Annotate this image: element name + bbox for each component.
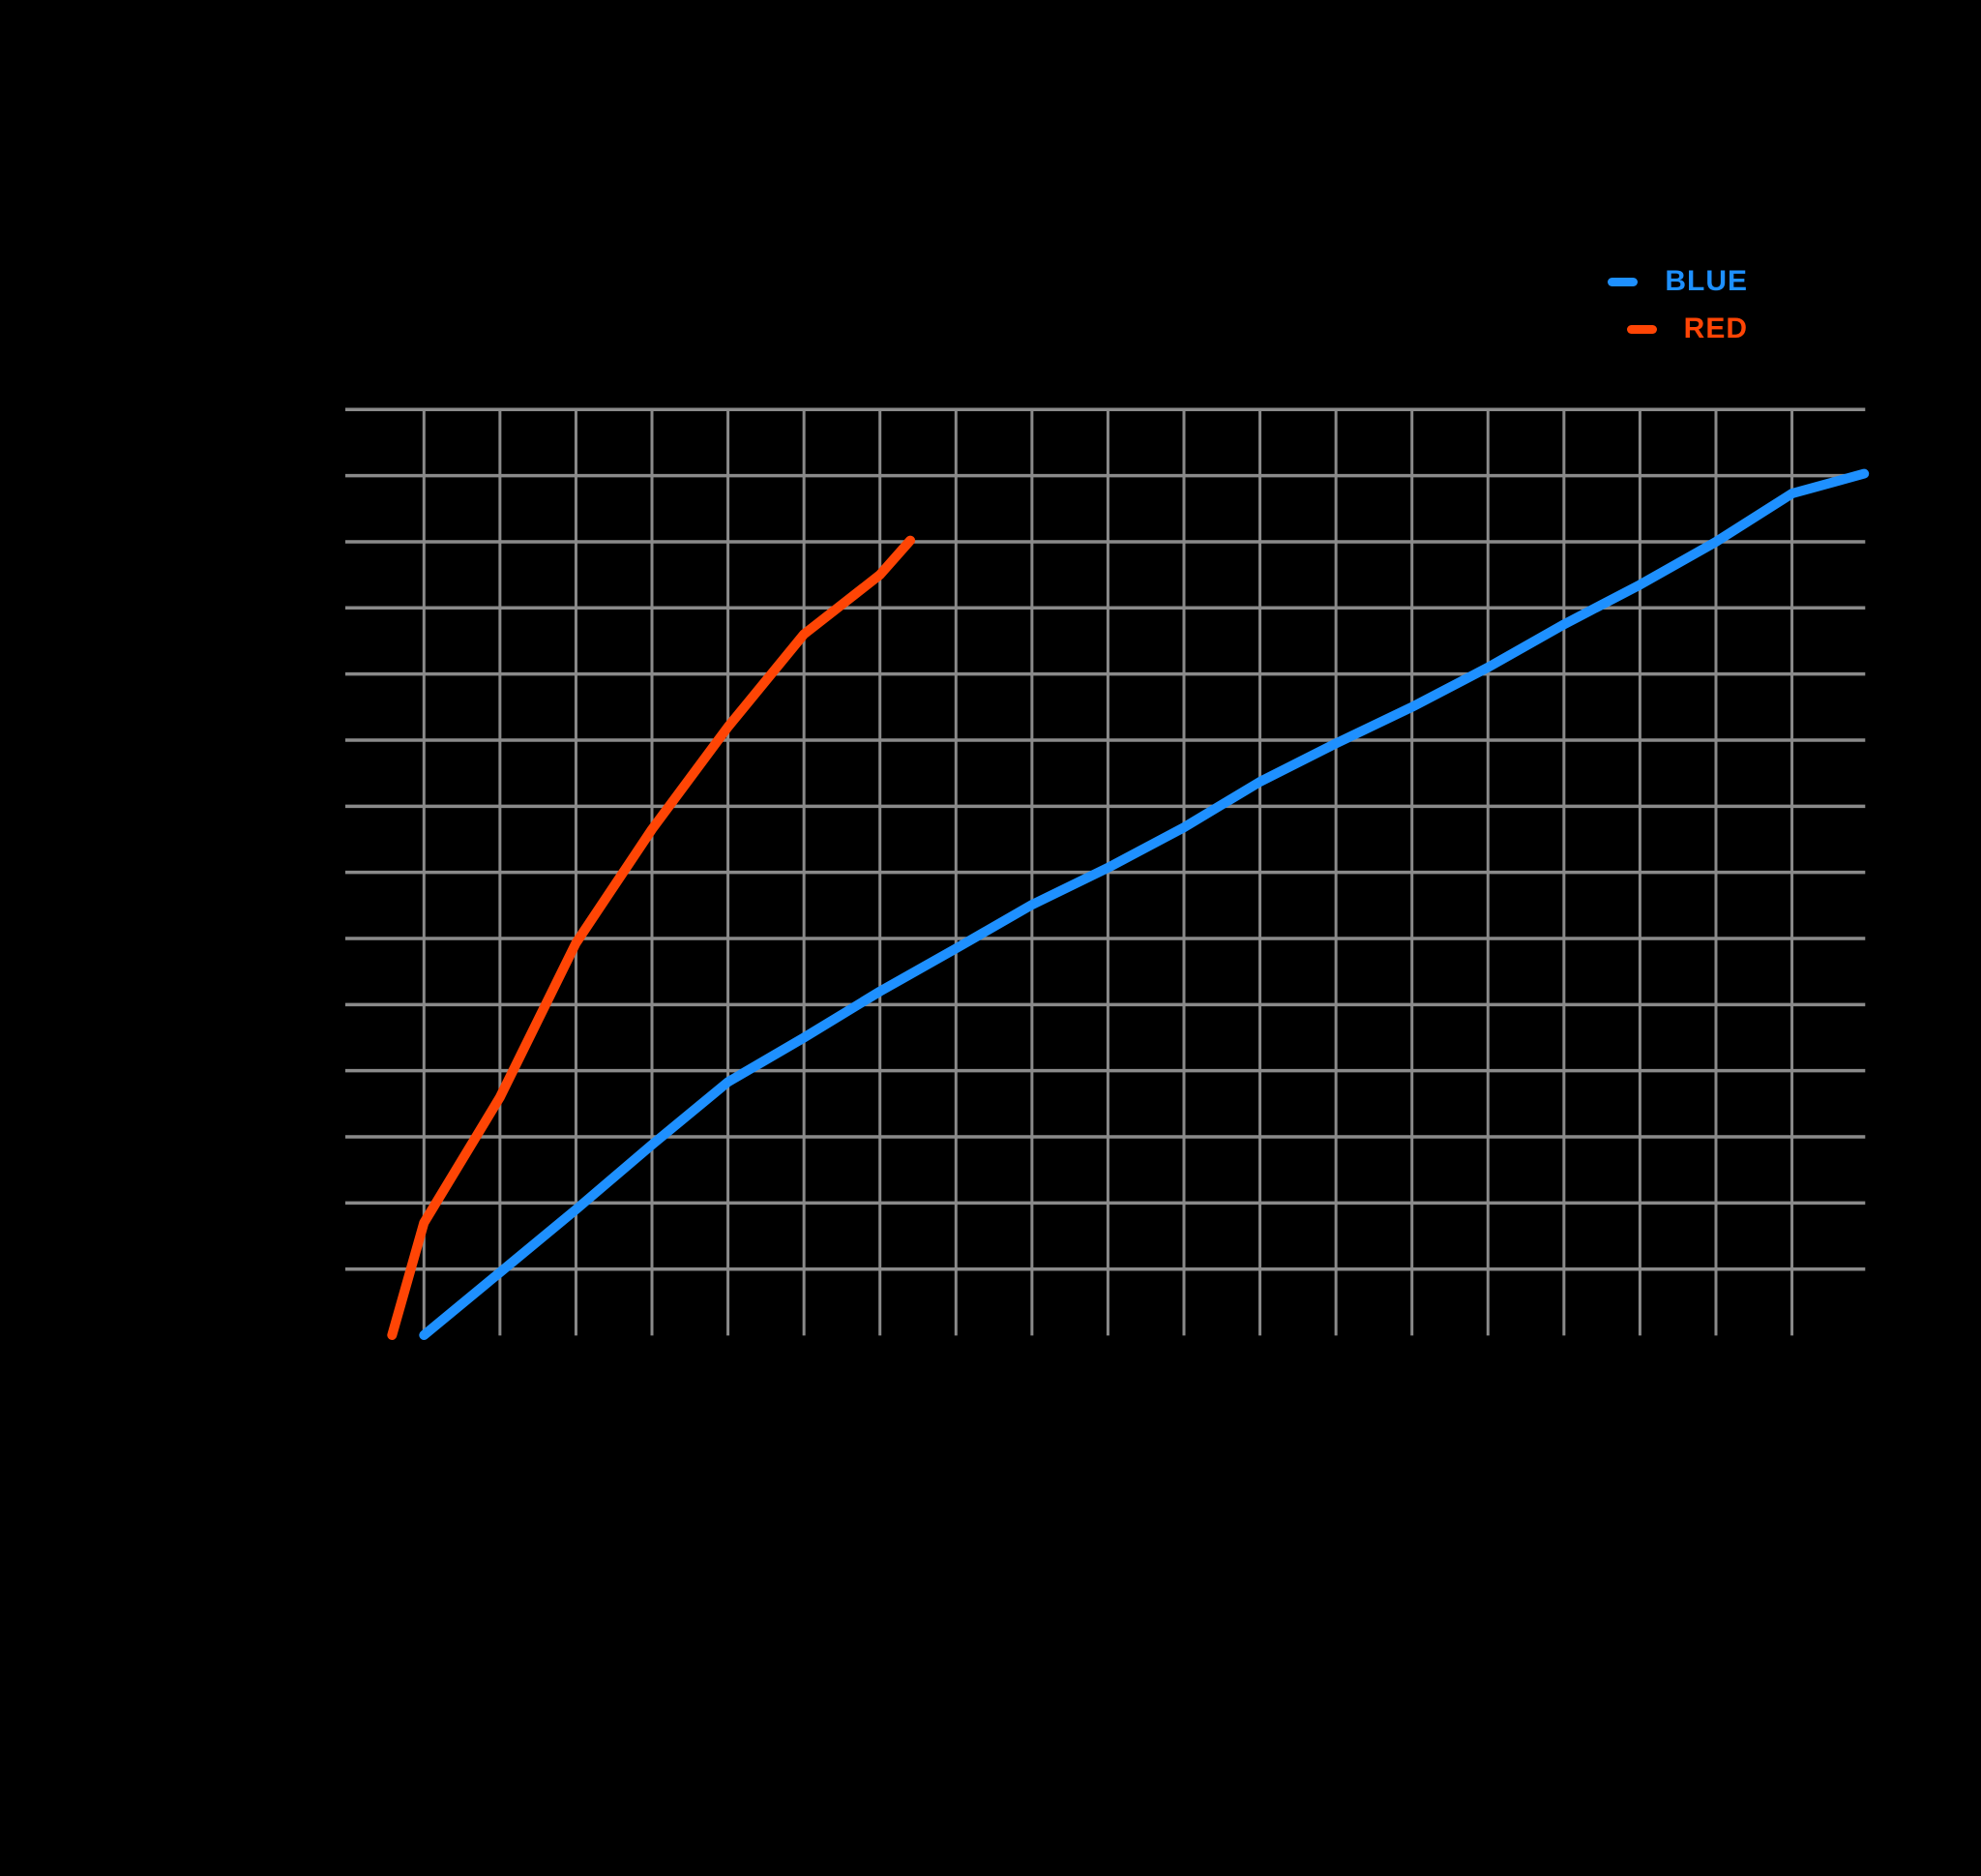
legend-item-label: RED [1683, 313, 1748, 344]
legend-item-red: RED [1626, 313, 1748, 344]
legend-item-label: BLUE [1665, 265, 1748, 297]
series-lines [387, 468, 1870, 1340]
legend: BLUE RED [1608, 267, 1748, 343]
red-line-series [387, 535, 916, 1340]
blue-line-series [419, 468, 1870, 1340]
legend-swatch-blue [1608, 277, 1639, 286]
legend-swatch-red [1626, 324, 1657, 334]
grid [345, 407, 1866, 1336]
legend-item-blue: BLUE [1608, 267, 1748, 296]
